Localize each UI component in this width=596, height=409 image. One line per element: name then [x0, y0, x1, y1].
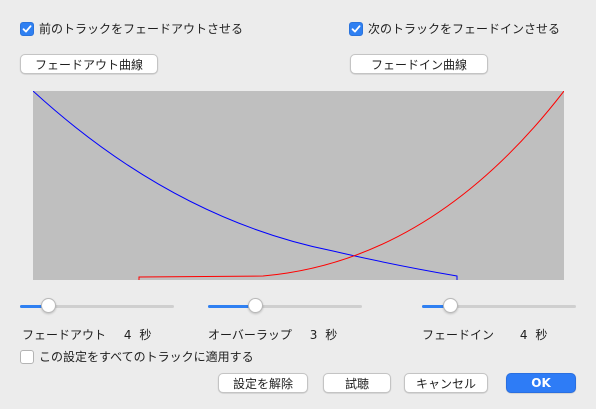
- apply-all-checkbox-label: この設定をすべてのトラックに適用する: [39, 350, 254, 364]
- fade-out-curve-button[interactable]: フェードアウト曲線: [20, 54, 158, 74]
- cancel-button[interactable]: キャンセル: [404, 373, 488, 393]
- fade-in-seconds: 4: [519, 328, 528, 342]
- fade-out-checkbox-label: 前のトラックをフェードアウトさせる: [39, 22, 244, 36]
- apply-all-checkbox[interactable]: [20, 349, 34, 364]
- fade-out-checkbox-row[interactable]: 前のトラックをフェードアウトさせる: [20, 20, 243, 37]
- fade-in-checkbox-label: 次のトラックをフェードインさせる: [368, 22, 561, 36]
- fade-in-checkbox-row[interactable]: 次のトラックをフェードインさせる: [349, 20, 560, 37]
- remove-settings-button[interactable]: 設定を解除: [218, 373, 308, 393]
- fade-in-slider[interactable]: [422, 296, 576, 316]
- crossfade-graph: [33, 91, 564, 280]
- checkmark-icon: [22, 24, 32, 32]
- checkmark-icon: [351, 24, 361, 32]
- overlap-seconds: 3: [309, 328, 318, 342]
- overlap-unit: 秒: [325, 328, 338, 342]
- fade-out-slider-knob[interactable]: [41, 298, 56, 313]
- apply-all-checkbox-row[interactable]: この設定をすべてのトラックに適用する: [20, 348, 254, 365]
- fade-out-value-label: フェードアウト 4 秒: [22, 326, 151, 343]
- fade-in-curve: [138, 91, 564, 280]
- fade-out-slider[interactable]: [20, 296, 174, 316]
- fade-in-curve-button[interactable]: フェードイン曲線: [350, 54, 488, 74]
- overlap-slider-knob[interactable]: [248, 298, 263, 313]
- preview-button[interactable]: 試聴: [323, 373, 391, 393]
- fade-in-checkbox[interactable]: [349, 21, 363, 36]
- fade-out-seconds: 4: [123, 328, 132, 342]
- fade-in-value-label: フェードイン 4 秒: [422, 326, 547, 343]
- fade-out-label: フェードアウト: [22, 328, 107, 342]
- fade-in-slider-knob[interactable]: [443, 298, 458, 313]
- fade-out-checkbox[interactable]: [20, 21, 34, 36]
- fade-in-unit: 秒: [535, 328, 548, 342]
- fade-out-curve: [33, 91, 458, 280]
- overlap-value-label: オーバーラップ 3 秒: [208, 326, 337, 343]
- fade-out-unit: 秒: [139, 328, 152, 342]
- overlap-label: オーバーラップ: [208, 328, 292, 342]
- fade-in-label: フェードイン: [422, 328, 495, 342]
- ok-button[interactable]: OK: [506, 373, 576, 393]
- overlap-slider[interactable]: [208, 296, 362, 316]
